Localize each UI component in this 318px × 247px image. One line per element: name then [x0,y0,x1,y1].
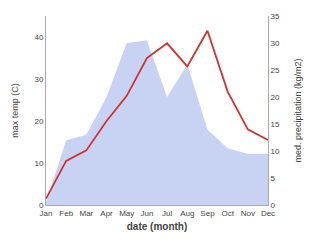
svg-text:max temp (C): max temp (C) [10,83,20,138]
svg-text:Apr: Apr [100,209,113,218]
svg-text:10: 10 [271,147,280,156]
svg-text:med. precipitation (kg/m2): med. precipitation (kg/m2) [293,58,303,162]
svg-text:Feb: Feb [59,209,73,218]
svg-text:May: May [119,209,134,218]
svg-text:Oct: Oct [221,209,234,218]
svg-text:15: 15 [271,120,280,129]
svg-text:0: 0 [39,201,44,210]
svg-text:Sep: Sep [200,209,215,218]
svg-text:40: 40 [34,33,43,42]
svg-text:Mar: Mar [79,209,93,218]
svg-text:date (month): date (month) [127,221,188,232]
svg-text:35: 35 [271,12,280,21]
svg-text:25: 25 [271,66,280,75]
svg-text:Jul: Jul [162,209,172,218]
svg-text:30: 30 [34,75,43,84]
svg-text:20: 20 [34,117,43,126]
svg-text:Nov: Nov [241,209,255,218]
svg-text:10: 10 [34,159,43,168]
svg-text:5: 5 [271,174,276,183]
svg-text:Jun: Jun [140,209,153,218]
svg-text:20: 20 [271,93,280,102]
svg-text:0: 0 [271,201,276,210]
svg-text:Jan: Jan [40,209,53,218]
svg-text:Dec: Dec [261,209,275,218]
svg-text:Aug: Aug [180,209,194,218]
svg-text:30: 30 [271,39,280,48]
